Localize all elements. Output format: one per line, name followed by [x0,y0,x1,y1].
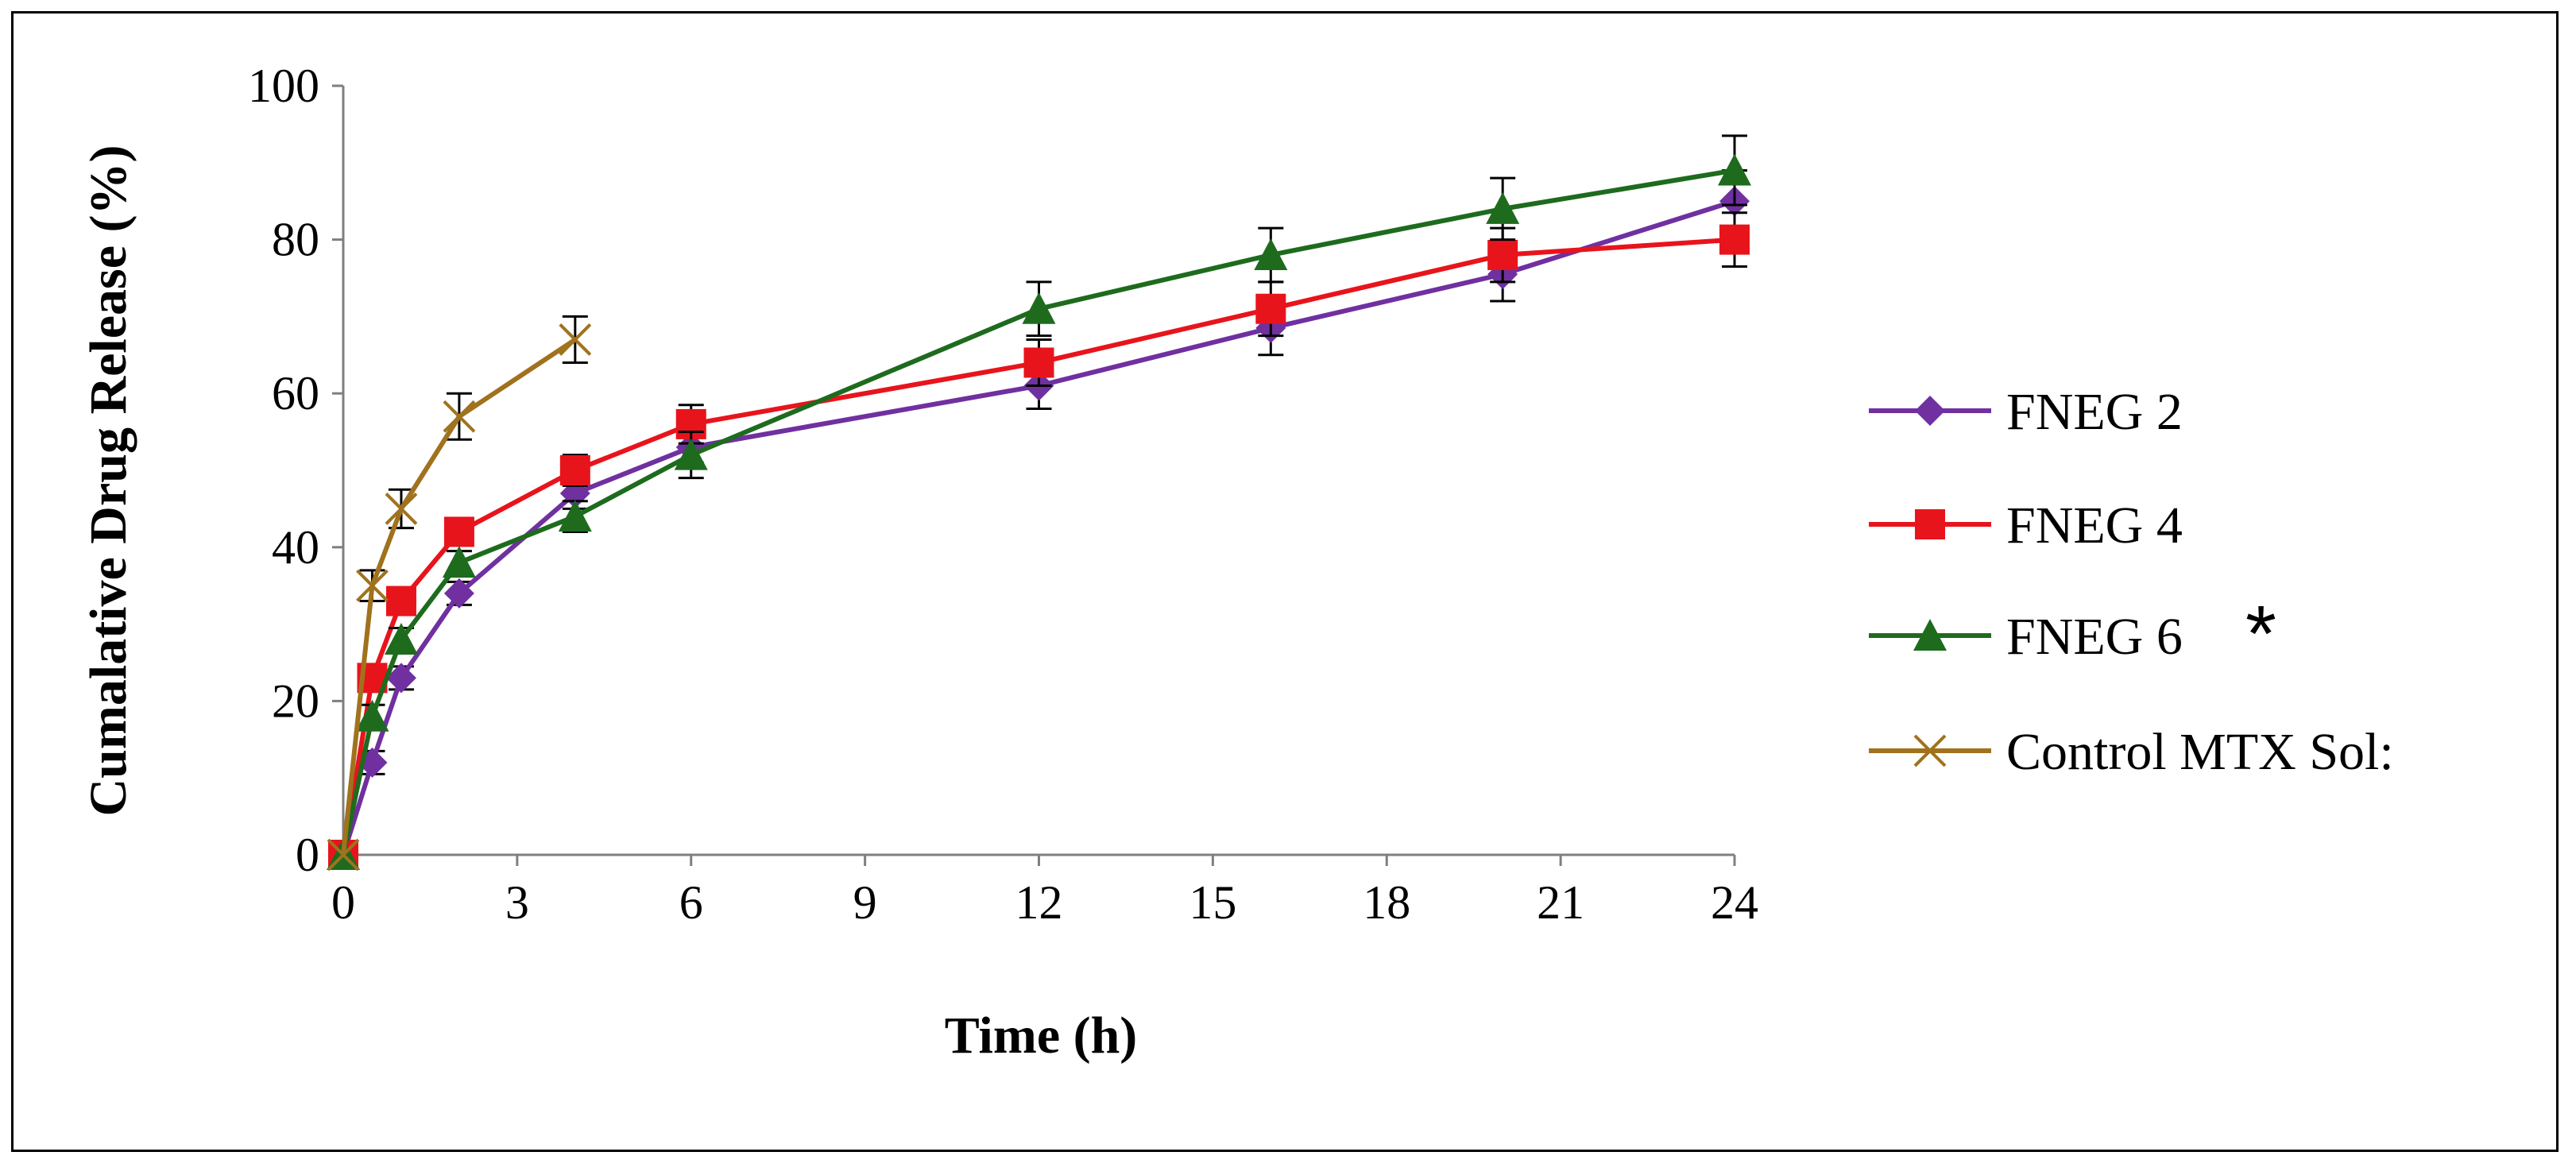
legend-marker [1913,734,1947,767]
data-point [1023,347,1054,378]
series-layer [327,134,1751,872]
data-point [385,663,416,694]
series-fneg-2 [328,168,1750,870]
data-point [1718,153,1751,186]
marker-x-stroke [1913,734,1947,767]
legend-label: FNEG 4 [2006,497,2183,555]
data-point [1486,191,1520,224]
legend-marker [1915,396,1945,426]
series-line [341,168,1735,856]
y-tick-label: 80 [272,214,319,266]
x-ticks: 0 3 6 9 12 15 18 21 24 [331,855,1758,929]
marker-x-stroke [443,400,476,433]
data-point [559,323,592,356]
data-point [1254,238,1288,270]
data-point [443,516,474,547]
x-tick-label: 12 [1015,876,1063,929]
legend-marker [1913,619,1947,651]
legend: FNEG 2 FNEG 4 FNEG 6 * Control MTX Sol: [1869,383,2394,781]
marker-x-stroke [559,323,592,356]
legend-item: FNEG 2 [1869,383,2183,441]
x-axis-title: Time (h) [945,1007,1138,1065]
y-ticks: 0 20 40 60 80 100 [248,60,343,881]
marker-x-stroke [356,569,389,602]
y-tick-label: 60 [272,367,319,419]
marker-x-stroke [385,492,418,525]
data-point [559,455,590,485]
legend-label: FNEG 6 [2006,608,2183,666]
series-fneg-6 [327,134,1751,870]
legend-label: Control MTX Sol: [2006,723,2394,781]
data-point [327,838,360,872]
x-tick-label: 9 [853,876,877,929]
legend-marker [1915,509,1945,539]
legend-item: FNEG 6 * [1869,589,2276,678]
data-point [384,622,418,655]
data-point [1255,293,1286,324]
axes [342,86,1735,856]
legend-item: Control MTX Sol: [1869,723,2394,781]
data-point [356,569,389,602]
data-point [1719,224,1750,255]
data-point [443,578,474,609]
data-point [1487,239,1518,270]
x-tick-label: 21 [1537,876,1584,929]
y-axis-title: Cumalative Drug Release (%) [79,145,137,817]
data-point [442,546,476,578]
x-tick-label: 15 [1189,876,1236,929]
x-tick-label: 18 [1363,876,1410,929]
data-point [385,586,416,616]
x-tick-label: 24 [1711,876,1758,929]
data-point [674,438,708,470]
series-line [341,199,1735,856]
marker-x-stroke [327,838,360,872]
data-point [385,492,418,525]
x-tick-label: 0 [331,876,355,929]
y-tick-label: 100 [248,60,319,112]
legend-asterisk: * [2245,589,2276,678]
data-point [355,699,389,732]
series-line [341,237,1735,856]
chart-frame [11,11,2559,1152]
series-control-mtx-sol [327,315,592,872]
y-tick-label: 40 [272,521,319,574]
data-point [1022,292,1056,324]
x-tick-label: 6 [679,876,703,929]
legend-label: FNEG 2 [2006,383,2183,441]
data-point [443,400,476,433]
x-tick-label: 3 [505,876,529,929]
legend-item: FNEG 4 [1869,497,2183,555]
y-tick-label: 0 [296,829,319,881]
y-tick-label: 20 [272,674,319,727]
data-point [558,500,592,532]
